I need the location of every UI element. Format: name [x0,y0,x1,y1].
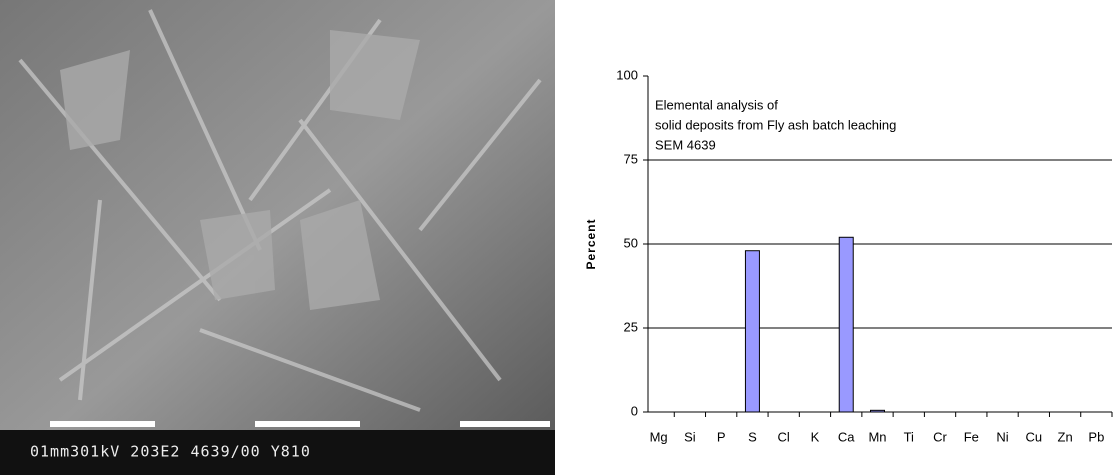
x-tick-label: Mn [868,429,886,444]
x-tick-label: Zn [1058,429,1073,444]
x-tick-label: Cl [778,429,790,444]
bar [870,409,885,413]
y-tick-label: 75 [624,151,638,166]
annotation: Elemental analysis of [655,97,778,112]
x-tick-label: P [717,429,726,444]
x-tick-label: Ca [838,429,855,444]
x-tick-label: S [748,429,757,444]
x-tick-label: Si [684,429,696,444]
y-tick-label: 100 [616,67,638,82]
x-tick-label: Cu [1026,429,1043,444]
y-tick-label: 25 [624,319,638,334]
y-tick-label: 0 [631,403,638,418]
bar [838,236,854,413]
annotation: solid deposits from Fly ash batch leachi… [655,117,896,132]
x-tick-label: Fe [964,429,979,444]
sem-micrograph: 01mm301kV 203E2 4639/00 Y810 [0,0,555,475]
y-axis-label: Percent [584,218,598,269]
micrograph-caption: 01mm301kV 203E2 4639/00 Y810 [30,443,311,461]
x-tick-label: Ni [996,429,1008,444]
x-tick-label: Ti [904,429,914,444]
annotation: SEM 4639 [655,137,716,152]
y-tick-label: 50 [624,235,638,250]
x-tick-label: K [811,429,820,444]
x-tick-label: Pb [1088,429,1104,444]
x-tick-label: Cr [933,429,947,444]
x-tick-label: Mg [650,429,668,444]
bar [744,250,760,413]
